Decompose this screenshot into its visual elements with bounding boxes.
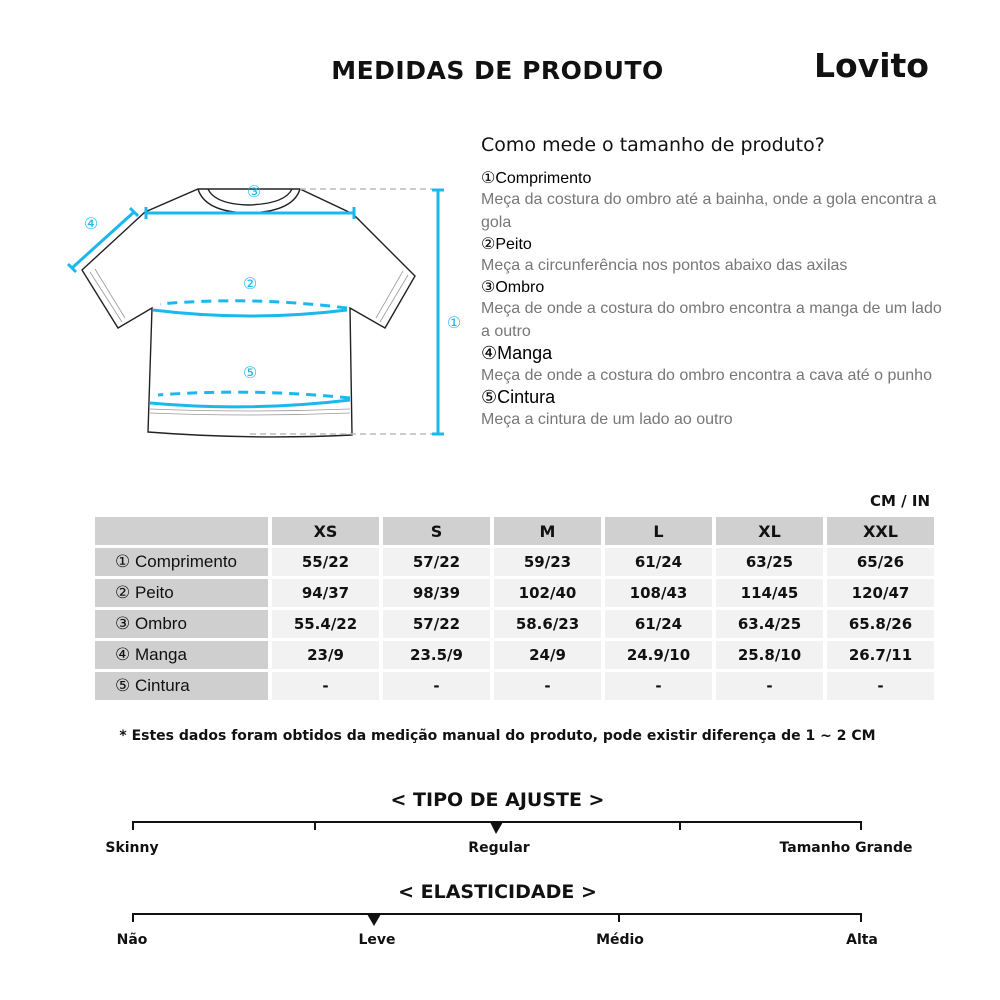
table-cell: 120/47 xyxy=(827,579,934,607)
guide-desc: Meça de onde a costura do ombro encontra… xyxy=(481,367,932,384)
table-cell: 24/9 xyxy=(494,641,601,669)
table-row: ③ Ombro 55.4/22 57/22 58.6/23 61/24 63.4/25 65… xyxy=(95,610,934,638)
fit-scale xyxy=(132,821,862,834)
fit-title: < TIPO DE AJUSTE > xyxy=(390,789,605,811)
table-cell: 65/26 xyxy=(827,548,934,576)
guide-desc: Meça a cintura de um lado ao outro xyxy=(481,411,733,428)
label-4: ④ xyxy=(84,214,98,233)
fit-label: Tamanho Grande xyxy=(779,840,913,856)
table-row: ① Comprimento 55/22 57/22 59/23 61/24 63/25 65… xyxy=(95,548,934,576)
label-5: ⑤ xyxy=(243,363,257,382)
guide-heading: Como mede o tamanho de produto? xyxy=(481,134,825,156)
brand-logo: Lovito xyxy=(814,46,929,85)
label-1: ① xyxy=(447,313,461,332)
table-cell: 61/24 xyxy=(605,610,712,638)
elasticity-label: Alta xyxy=(846,932,878,948)
elasticity-label: Médio xyxy=(596,932,644,948)
label-3: ③ xyxy=(247,182,261,201)
guide-title: ①Comprimento xyxy=(481,170,592,187)
table-cell: 102/40 xyxy=(494,579,601,607)
table-cell: - xyxy=(494,672,601,700)
label-2: ② xyxy=(243,274,257,293)
table-cell: 24.9/10 xyxy=(605,641,712,669)
size-header: M xyxy=(494,517,601,545)
size-header: XXL xyxy=(827,517,934,545)
table-row: ④ Manga 23/9 23.5/9 24/9 24.9/10 25.8/10 26.7/… xyxy=(95,641,934,669)
tshirt-diagram: ① ② ③ ④ ⑤ xyxy=(66,182,461,438)
table-row: ② Peito 94/37 98/39 102/40 108/43 114/45 120/4… xyxy=(95,579,934,607)
table-cell: 98/39 xyxy=(383,579,490,607)
elasticity-label: Leve xyxy=(358,932,396,948)
table-cell: 59/23 xyxy=(494,548,601,576)
table-cell: 23.5/9 xyxy=(383,641,490,669)
guide-title: ④Manga xyxy=(481,343,553,363)
size-header: XL xyxy=(716,517,823,545)
table-cell: 61/24 xyxy=(605,548,712,576)
table-cell: - xyxy=(827,672,934,700)
row-label: ① Comprimento xyxy=(95,548,268,576)
table-cell: - xyxy=(716,672,823,700)
row-label: ⑤ Cintura xyxy=(95,672,268,700)
row-label: ④ Manga xyxy=(95,641,268,669)
disclaimer-note: * Estes dados foram obtidos da medição m… xyxy=(119,728,876,744)
table-cell: 23/9 xyxy=(272,641,379,669)
table-cell: 57/22 xyxy=(383,610,490,638)
table-cell: - xyxy=(272,672,379,700)
elasticity-label: Não xyxy=(116,932,148,948)
table-cell: - xyxy=(383,672,490,700)
elasticity-title: < ELASTICIDADE > xyxy=(398,881,597,903)
guide-desc: Meça a circunferência nos pontos abaixo … xyxy=(481,257,848,274)
elasticity-marker xyxy=(367,914,381,926)
table-cell: 63.4/25 xyxy=(716,610,823,638)
table-cell: 58.6/23 xyxy=(494,610,601,638)
table-cell: - xyxy=(605,672,712,700)
elasticity-scale xyxy=(132,913,862,926)
table-cell: 26.7/11 xyxy=(827,641,934,669)
fit-label: Skinny xyxy=(105,840,159,856)
table-cell: 114/45 xyxy=(716,579,823,607)
table-header-row: XS S M L XL XXL xyxy=(95,517,934,545)
size-table: XS S M L XL XXL ① Comprimento 55/22 57/22 5… xyxy=(91,514,938,703)
table-row: ⑤ Cintura - - - - - - xyxy=(95,672,934,700)
table-cell: 108/43 xyxy=(605,579,712,607)
table-cell: 94/37 xyxy=(272,579,379,607)
fit-label: Regular xyxy=(468,840,530,856)
size-header: XS xyxy=(272,517,379,545)
guide-title: ③Ombro xyxy=(481,279,545,296)
guide-list: ①Comprimento Meça da costura do ombro at… xyxy=(481,168,951,431)
guide-title: ⑤Cintura xyxy=(481,387,556,407)
unit-label: CM / IN xyxy=(870,492,930,510)
table-cell: 25.8/10 xyxy=(716,641,823,669)
guide-title: ②Peito xyxy=(481,236,532,253)
table-cell: 55/22 xyxy=(272,548,379,576)
table-cell: 65.8/26 xyxy=(827,610,934,638)
page-title: MEDIDAS DE PRODUTO xyxy=(331,56,664,85)
size-header: S xyxy=(383,517,490,545)
guide-desc: Meça de onde a costura do ombro encontra… xyxy=(481,300,942,340)
fit-marker xyxy=(490,822,503,834)
table-cell: 55.4/22 xyxy=(272,610,379,638)
table-cell: 57/22 xyxy=(383,548,490,576)
guide-desc: Meça da costura do ombro até a bainha, o… xyxy=(481,191,937,231)
header-blank xyxy=(95,517,268,545)
size-header: L xyxy=(605,517,712,545)
row-label: ③ Ombro xyxy=(95,610,268,638)
row-label: ② Peito xyxy=(95,579,268,607)
table-cell: 63/25 xyxy=(716,548,823,576)
